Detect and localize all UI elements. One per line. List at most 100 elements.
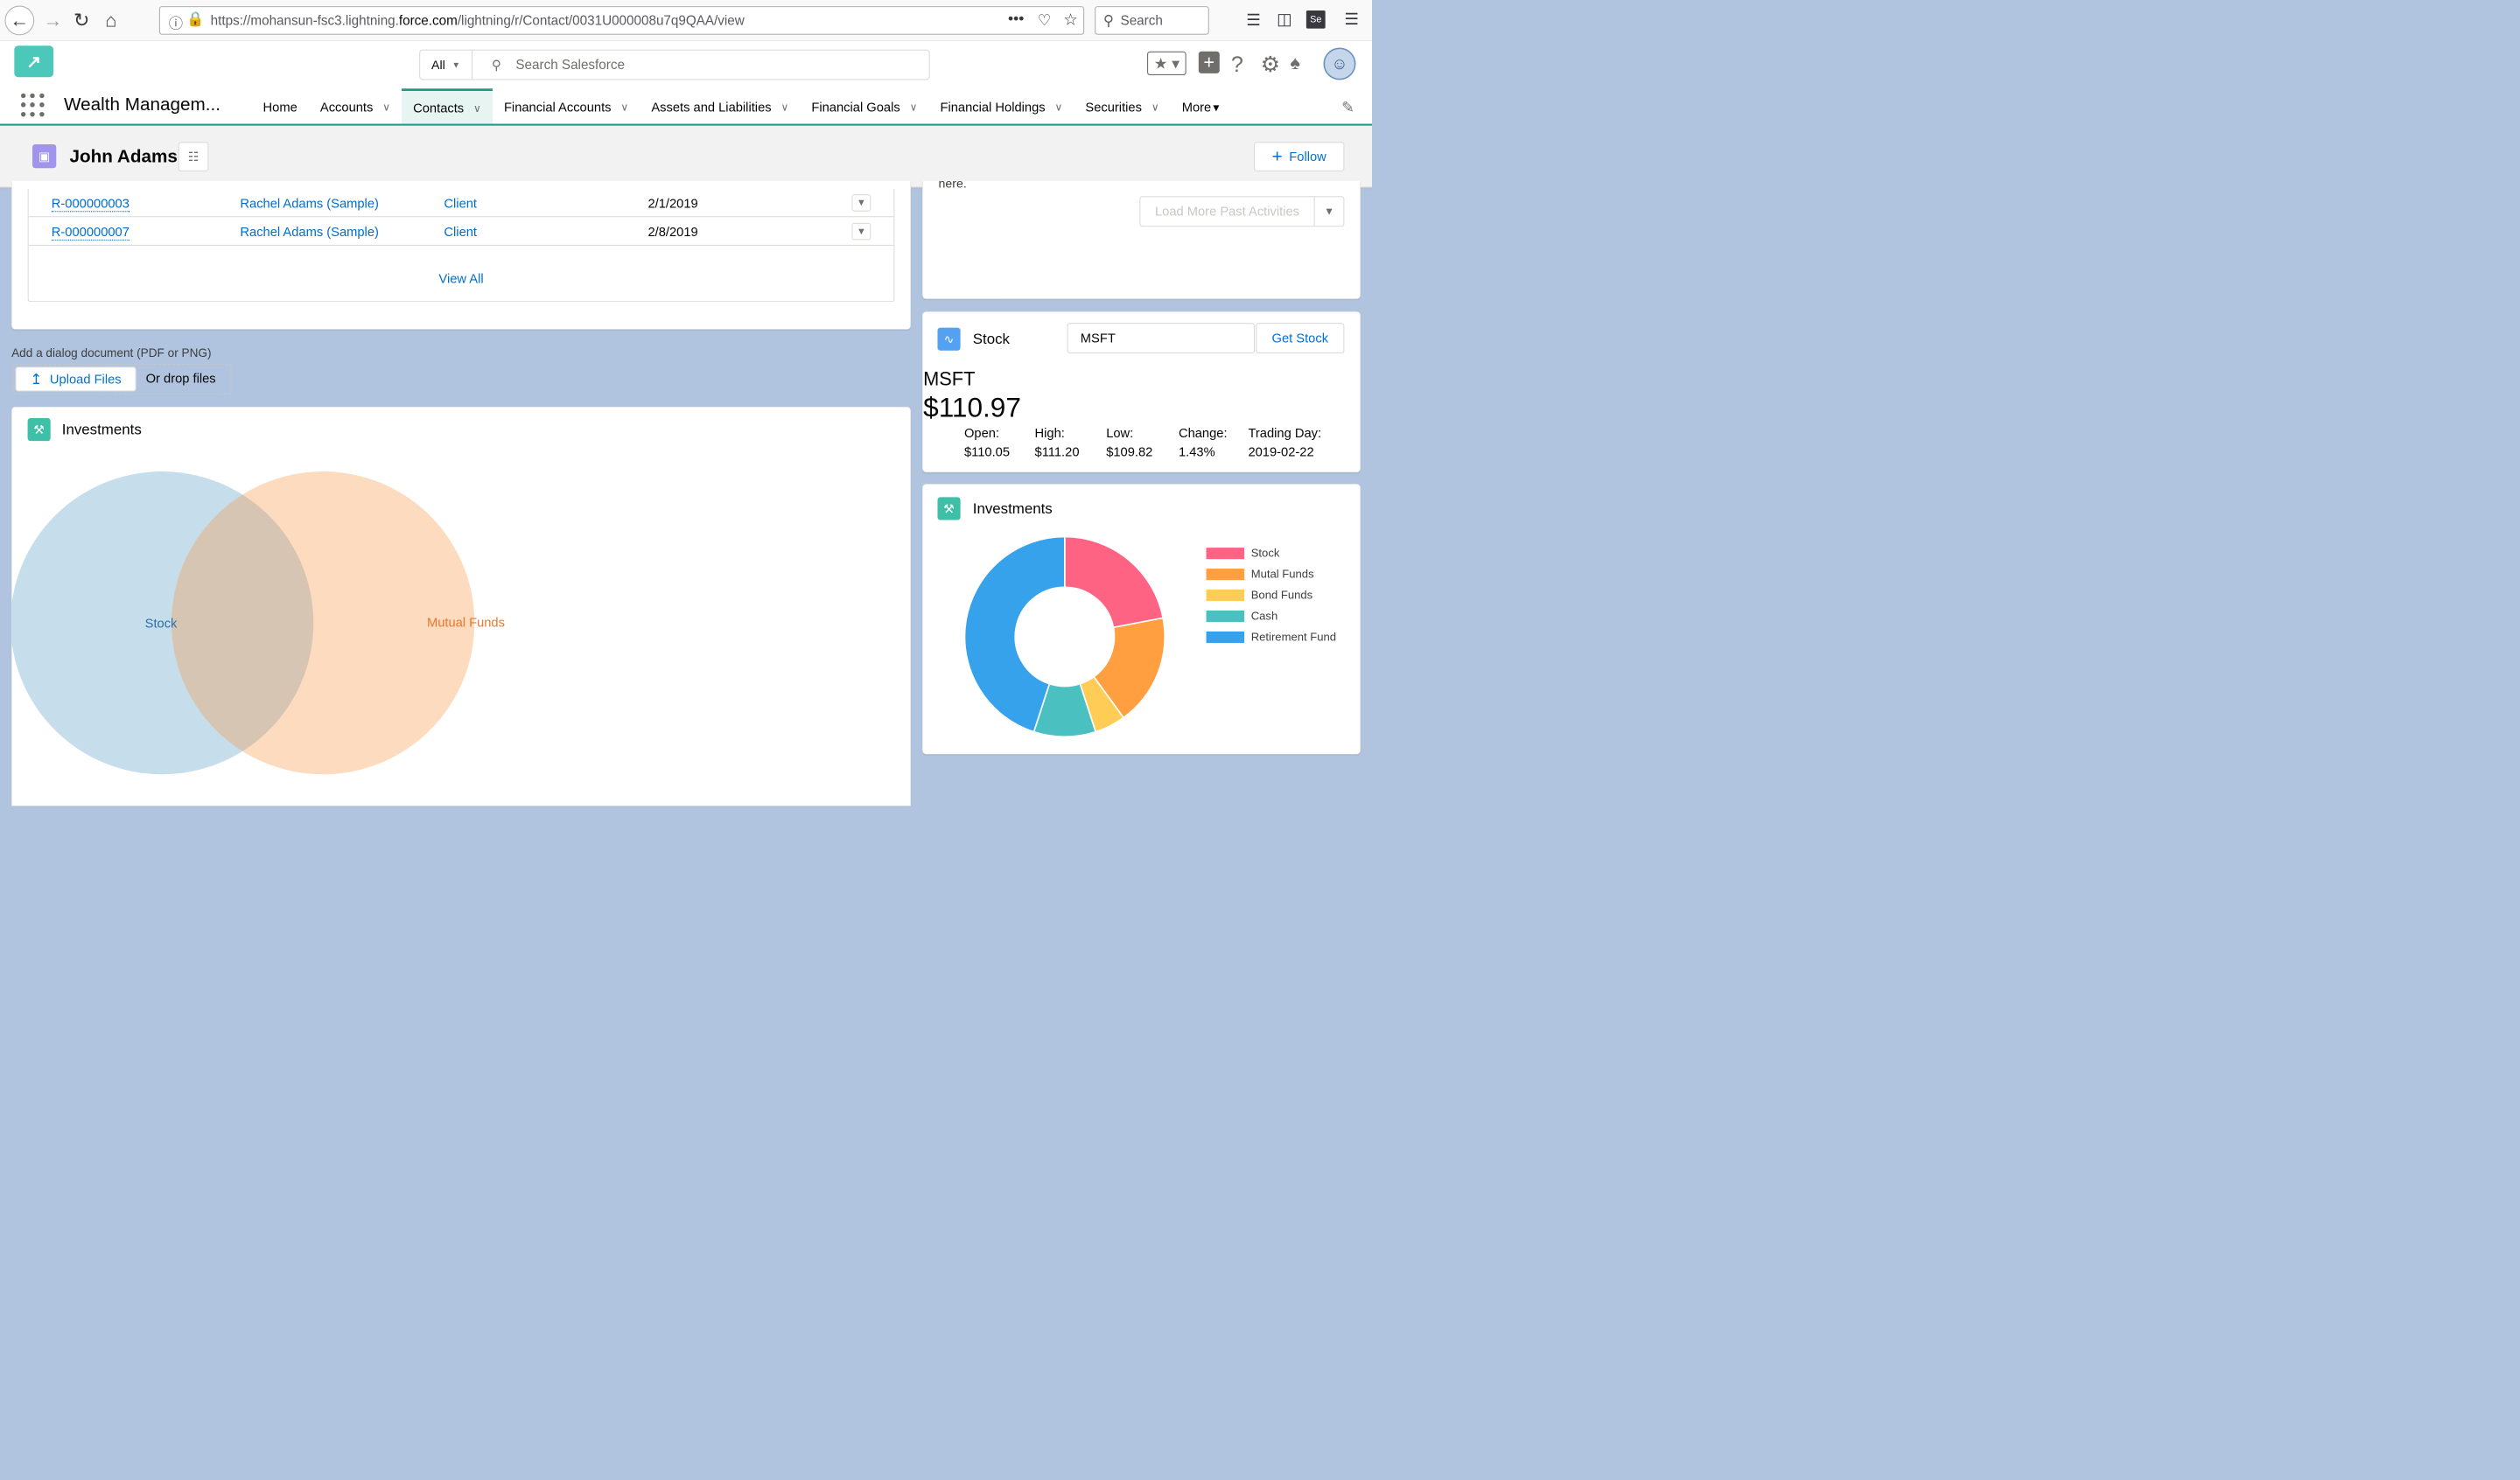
- notifications-bell-icon[interactable]: ♠: [1290, 52, 1300, 73]
- chevron-down-icon[interactable]: ∨: [1151, 101, 1159, 114]
- nav-tab-more[interactable]: More ▾: [1171, 88, 1231, 125]
- selenium-extension-icon[interactable]: Se: [1306, 10, 1326, 29]
- nav-tab-label: Accounts: [319, 100, 374, 115]
- legend-label: Cash: [1250, 609, 1278, 623]
- app-name: Wealth Managem...: [63, 94, 220, 115]
- library-icon[interactable]: ☰: [1246, 10, 1261, 30]
- nav-tab-accounts[interactable]: Accounts ∨: [309, 88, 402, 125]
- nav-tab-label: Home: [262, 100, 298, 115]
- magnifier-icon: ⚲: [1102, 12, 1114, 29]
- url-text[interactable]: https://mohansun-fsc3.lightning.force.co…: [210, 12, 745, 28]
- browser-search-placeholder: Search: [1120, 12, 1163, 28]
- legend-swatch: [1206, 610, 1245, 623]
- legend-swatch: [1206, 631, 1245, 643]
- investments-donut-title: Investments: [972, 499, 1053, 517]
- legend-item[interactable]: Cash: [1206, 606, 1336, 627]
- nav-tab-financial-goals[interactable]: Financial Goals ∨: [800, 88, 928, 125]
- contact-link[interactable]: Rachel Adams (Sample): [240, 196, 379, 211]
- chevron-down-icon[interactable]: ▾: [1213, 100, 1220, 115]
- date-cell: 2/8/2019: [648, 224, 698, 240]
- record-title: John Adams: [69, 146, 178, 167]
- legend-label: Retirement Fund: [1250, 630, 1337, 644]
- legend-label: Mutal Funds: [1250, 567, 1314, 581]
- reload-icon[interactable]: ↻: [73, 10, 90, 31]
- donut-slice-stock[interactable]: [1064, 535, 1165, 629]
- back-arrow-icon[interactable]: ←: [4, 5, 35, 36]
- wealth-logo-icon[interactable]: ↗: [14, 45, 53, 78]
- nav-tab-home[interactable]: Home: [251, 88, 308, 125]
- home-icon[interactable]: ⌂: [105, 10, 117, 31]
- follow-button[interactable]: + Follow: [1253, 142, 1345, 171]
- load-more-chevron-icon[interactable]: ▼: [1324, 205, 1334, 218]
- record-link[interactable]: R-000000003: [51, 196, 130, 213]
- stock-symbol: MSFT: [923, 368, 976, 390]
- nav-tab-contacts[interactable]: Contacts ∨: [402, 88, 493, 126]
- setup-gear-icon[interactable]: ⚙: [1260, 52, 1281, 77]
- wrench-icon: ⚒: [27, 418, 51, 442]
- global-search[interactable]: All ▼ ⚲ Search Salesforce: [419, 49, 930, 80]
- pulse-icon: ∿: [937, 327, 961, 351]
- user-avatar[interactable]: ☺: [1323, 47, 1356, 80]
- legend-swatch: [1206, 569, 1245, 581]
- global-create-icon[interactable]: +: [1198, 51, 1220, 73]
- stat-open-value: $110.05: [963, 444, 1011, 459]
- search-input[interactable]: Search Salesforce: [515, 57, 625, 73]
- app-launcher-icon[interactable]: [20, 93, 45, 117]
- stat-trading-day-label: Trading Day:: [1248, 425, 1322, 441]
- nav-tab-assets-and-liabilities[interactable]: Assets and Liabilities ∨: [640, 88, 800, 125]
- nav-tab-financial-accounts[interactable]: Financial Accounts ∨: [493, 88, 640, 125]
- upload-files-button[interactable]: ↥ Upload Files: [15, 367, 136, 392]
- donut-legend: Stock Mutal Funds Bond Funds Cash Retirement…: [1206, 543, 1337, 648]
- legend-label: Bond Funds: [1250, 588, 1313, 602]
- legend-item[interactable]: Stock: [1206, 543, 1336, 564]
- lock-icon[interactable]: 🔒: [186, 11, 205, 28]
- file-drop-zone[interactable]: [12, 363, 232, 394]
- nav-tab-financial-holdings[interactable]: Financial Holdings ∨: [928, 88, 1074, 125]
- stock-price: $110.97: [923, 392, 1021, 423]
- get-stock-button[interactable]: Get Stock: [1256, 323, 1345, 353]
- related-list-table: R-000000003 Rachel Adams (Sample) Client…: [27, 188, 895, 303]
- more-dots-icon[interactable]: •••: [1008, 10, 1025, 28]
- view-all-link[interactable]: View All: [438, 271, 484, 286]
- help-icon[interactable]: ?: [1230, 52, 1243, 77]
- load-more-button[interactable]: Load More Past Activities: [1140, 197, 1315, 227]
- legend-swatch: [1206, 548, 1245, 560]
- venn-overlap[interactable]: [172, 494, 314, 751]
- row-menu-chevron-icon[interactable]: ▼: [851, 194, 872, 212]
- role-link[interactable]: Client: [444, 196, 478, 211]
- drop-files-text: Or drop files: [145, 371, 216, 386]
- row-menu-chevron-icon[interactable]: ▼: [851, 222, 872, 241]
- chevron-down-icon[interactable]: ∨: [382, 101, 391, 114]
- pocket-icon[interactable]: ♡: [1037, 11, 1052, 29]
- stock-symbol-input[interactable]: MSFT: [1067, 323, 1256, 353]
- chevron-down-icon[interactable]: ∨: [1054, 101, 1063, 114]
- contact-card-icon: ▣: [32, 143, 57, 169]
- chevron-down-icon[interactable]: ∨: [909, 101, 918, 114]
- bookmark-star-icon[interactable]: ☆: [1063, 10, 1078, 29]
- forward-arrow-icon[interactable]: →: [43, 10, 63, 31]
- hamburger-menu-icon[interactable]: ☰: [1344, 10, 1360, 29]
- hierarchy-icon[interactable]: ☷: [178, 142, 209, 171]
- url-bar[interactable]: ⓘ 🔒 https://mohansun-fsc3.lightning.forc…: [158, 6, 1085, 35]
- legend-item[interactable]: Bond Funds: [1206, 585, 1336, 606]
- donut-slice-retirement-fund[interactable]: [963, 535, 1066, 733]
- contact-link[interactable]: Rachel Adams (Sample): [240, 224, 379, 240]
- browser-search-box[interactable]: ⚲ Search: [1095, 6, 1209, 35]
- nav-tab-securities[interactable]: Securities ∨: [1074, 88, 1170, 125]
- chevron-down-icon[interactable]: ∨: [620, 101, 629, 114]
- edit-nav-pencil-icon[interactable]: ✎: [1341, 98, 1354, 116]
- venn-diagram: Stock Mutual Funds: [11, 471, 505, 775]
- legend-item[interactable]: Retirement Fund: [1206, 626, 1337, 647]
- info-icon[interactable]: ⓘ: [168, 16, 184, 32]
- plus-icon: +: [1271, 146, 1283, 167]
- sidebar-icon[interactable]: ◫: [1277, 10, 1292, 29]
- role-link[interactable]: Client: [444, 224, 478, 240]
- favorites-star-icon[interactable]: ★ ▾: [1147, 51, 1186, 76]
- chevron-down-icon[interactable]: ∨: [473, 101, 481, 115]
- record-link[interactable]: R-000000007: [51, 224, 130, 241]
- chevron-down-icon[interactable]: ∨: [780, 101, 789, 114]
- stat-change-label: Change:: [1178, 425, 1228, 441]
- search-scope-dropdown[interactable]: All ▼: [420, 50, 473, 80]
- stat-change-value: 1.43%: [1178, 444, 1215, 459]
- legend-item[interactable]: Mutal Funds: [1206, 564, 1336, 585]
